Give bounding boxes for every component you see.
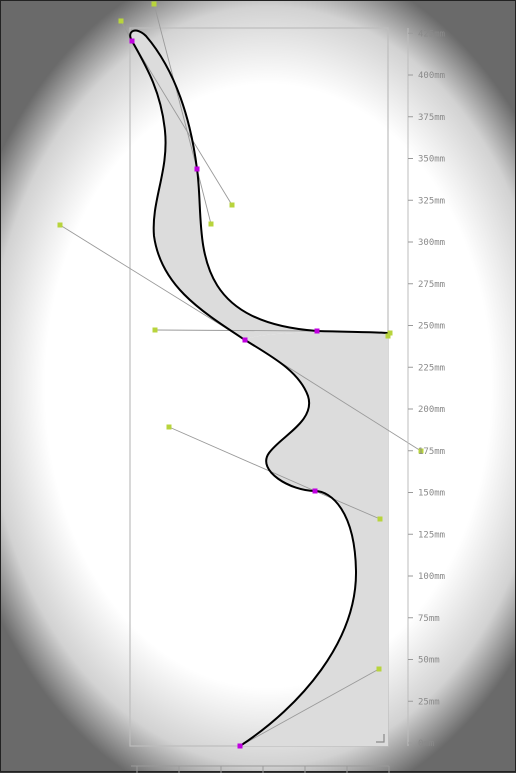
ruler-tick-label: 200mm	[418, 405, 445, 415]
ruler-tick-label: 50mm	[418, 656, 440, 666]
ruler-tick-label: 425mm	[418, 29, 445, 39]
shape-fill[interactable]	[240, 332, 388, 746]
control-handle[interactable]	[387, 330, 393, 336]
control-handle[interactable]	[151, 1, 157, 7]
ruler-tick-label: 275mm	[418, 280, 445, 290]
control-handles[interactable]	[57, 1, 424, 672]
ruler-tick-label: 225mm	[418, 363, 445, 373]
ruler-tick-label: 150mm	[418, 489, 445, 499]
shape-outline[interactable]	[129, 29, 389, 747]
control-handle[interactable]	[385, 333, 391, 339]
ruler-tick-label: 250mm	[418, 322, 445, 332]
ruler-tick-label: 75mm	[418, 614, 440, 624]
anchor-point[interactable]	[237, 743, 243, 749]
anchor-point[interactable]	[314, 328, 320, 334]
ruler-tick-label: 25mm	[418, 697, 440, 707]
anchor-point[interactable]	[312, 488, 318, 494]
control-handle[interactable]	[57, 222, 63, 228]
ruler-ticks: 0mm 25mm 50mm 75mm 100mm 125mm 150mm 175mm 200mm…	[408, 29, 445, 749]
control-handle[interactable]	[152, 327, 158, 333]
ruler-tick-label: 100mm	[418, 572, 445, 582]
control-handle[interactable]	[208, 221, 214, 227]
anchor-point[interactable]	[242, 337, 248, 343]
resize-corner-icon[interactable]	[376, 734, 385, 743]
ruler-tick-label: 325mm	[418, 196, 445, 206]
ruler-tick-label: 175mm	[418, 447, 445, 457]
ruler-tick-label: 400mm	[418, 71, 445, 81]
shape-fill-upper[interactable]	[130, 30, 389, 341]
control-handle[interactable]	[418, 448, 424, 454]
anchor-point[interactable]	[194, 166, 200, 172]
ruler-tick-label: 0mm	[418, 739, 434, 749]
control-handle[interactable]	[376, 666, 382, 672]
ruler-tick-label: 375mm	[418, 113, 445, 123]
ruler-tick-label: 300mm	[418, 238, 445, 248]
ruler-tick-label: 350mm	[418, 155, 445, 165]
control-handle[interactable]	[229, 202, 235, 208]
anchor-points[interactable]	[129, 38, 320, 749]
anchor-point[interactable]	[129, 38, 135, 44]
control-handle[interactable]	[166, 424, 172, 430]
control-handle[interactable]	[118, 18, 124, 24]
control-handle[interactable]	[377, 516, 383, 522]
ruler-tick-label: 125mm	[418, 530, 445, 540]
